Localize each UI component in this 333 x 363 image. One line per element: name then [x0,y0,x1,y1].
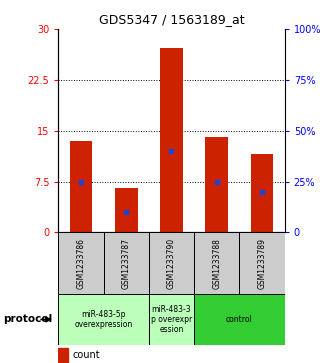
Text: miR-483-3
p overexpr
ession: miR-483-3 p overexpr ession [151,305,192,334]
Text: GSM1233788: GSM1233788 [212,238,221,289]
Text: GSM1233790: GSM1233790 [167,238,176,289]
Bar [104,232,149,294]
Text: control: control [226,315,253,324]
Text: GSM1233787: GSM1233787 [122,238,131,289]
Bar [58,294,149,345]
Bar [70,141,92,232]
Bar [115,188,138,232]
Bar [239,232,285,294]
Text: protocol: protocol [3,314,53,325]
Bar [205,138,228,232]
Text: count: count [73,350,101,360]
Text: GSM1233789: GSM1233789 [257,238,267,289]
Bar [58,232,104,294]
Text: miR-483-5p
overexpression: miR-483-5p overexpression [75,310,133,329]
Bar [251,154,273,232]
Title: GDS5347 / 1563189_at: GDS5347 / 1563189_at [99,13,244,26]
Bar [58,348,69,362]
Text: GSM1233786: GSM1233786 [76,238,86,289]
Bar [149,232,194,294]
Bar [194,294,285,345]
Bar [160,48,183,232]
Bar [194,232,239,294]
Bar [149,294,194,345]
